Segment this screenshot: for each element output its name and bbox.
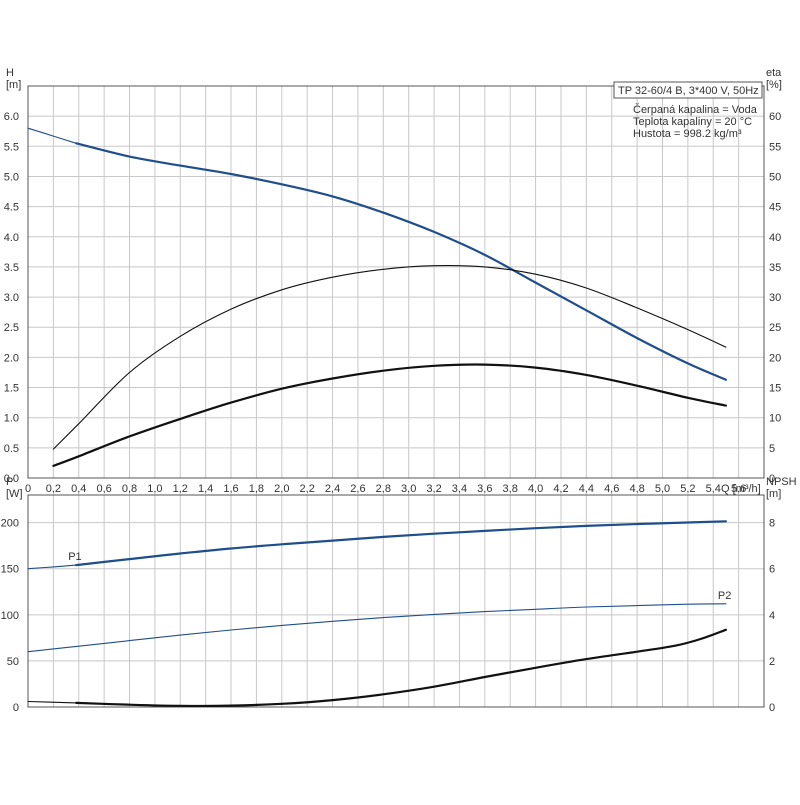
top-x-tick-label-9: 1,8 bbox=[249, 483, 264, 495]
top-y-right-tick-label-1: 5 bbox=[769, 443, 775, 455]
top-series-line-1 bbox=[75, 142, 727, 381]
top-x-tick-label-16: 3,2 bbox=[426, 483, 441, 495]
top-x-tick-label-24: 4,8 bbox=[629, 483, 644, 495]
top-y-left-tick-label-11: 5.5 bbox=[4, 141, 19, 153]
top-y-right-tick-label-11: 55 bbox=[769, 141, 781, 153]
top-x-tick-label-11: 2,2 bbox=[300, 483, 315, 495]
bottom-y-left-tick-label-3: 150 bbox=[1, 564, 19, 576]
top-y-right-tick-label-2: 10 bbox=[769, 413, 781, 425]
bottom-y-left-tick-label-4: 200 bbox=[1, 518, 19, 530]
bottom-y-right-tick-label-3: 6 bbox=[769, 564, 775, 576]
top-y-right-tick-label-4: 20 bbox=[769, 352, 781, 364]
top-x-tick-label-19: 3,8 bbox=[503, 483, 518, 495]
top-y-left-tick-label-6: 3.0 bbox=[4, 292, 19, 304]
top-x-tick-label-26: 5,2 bbox=[680, 483, 695, 495]
bottom-y-left-unit: [W] bbox=[6, 488, 23, 500]
top-series-line-0 bbox=[27, 127, 77, 144]
bottom-y-left-tick-label-1: 50 bbox=[7, 656, 19, 668]
bottom-series-line-1 bbox=[75, 520, 727, 567]
top-x-tick-label-20: 4,0 bbox=[528, 483, 543, 495]
top-x-tick-label-13: 2,6 bbox=[350, 483, 365, 495]
bottom-frame bbox=[27, 494, 765, 708]
top-x-tick-label-23: 4,6 bbox=[604, 483, 619, 495]
top-y-left-tick-label-4: 2.0 bbox=[4, 352, 19, 364]
top-x-tick-label-1: 0,2 bbox=[46, 483, 61, 495]
top-x-tick-label-18: 3,6 bbox=[477, 483, 492, 495]
top-y-left-tick-label-12: 6.0 bbox=[4, 111, 19, 123]
info-title-box bbox=[613, 81, 763, 99]
top-y-right-tick-label-12: 60 bbox=[769, 111, 781, 123]
top-y-left-tick-label-2: 1.0 bbox=[4, 413, 19, 425]
bottom-y-left-label: P bbox=[6, 476, 13, 488]
top-y-left-tick-label-5: 2.5 bbox=[4, 322, 19, 334]
top-x-tick-label-10: 2,0 bbox=[274, 483, 289, 495]
top-y-left-tick-label-1: 0.5 bbox=[4, 443, 19, 455]
bottom-series-line-3 bbox=[27, 700, 77, 704]
info-line-2: Hustota = 998.2 kg/m³ bbox=[633, 128, 742, 140]
bottom-y-right-tick-label-0: 0 bbox=[769, 702, 775, 714]
top-y-right-unit: [%] bbox=[766, 79, 782, 91]
top-x-axis-label: Q [m³/h] bbox=[721, 483, 761, 495]
top-y-right-tick-label-6: 30 bbox=[769, 292, 781, 304]
top-frame bbox=[27, 85, 765, 479]
top-y-right-tick-label-5: 25 bbox=[769, 322, 781, 334]
top-x-tick-label-15: 3,0 bbox=[401, 483, 416, 495]
top-x-tick-label-0: 0 bbox=[25, 483, 31, 495]
top-x-tick-label-12: 2,4 bbox=[325, 483, 340, 495]
bottom-series-line-0 bbox=[27, 564, 77, 570]
bottom-y-left-tick-label-0: 0 bbox=[13, 702, 19, 714]
top-x-tick-label-27: 5,4 bbox=[706, 483, 721, 495]
bottom-series-line-4 bbox=[75, 628, 727, 708]
top-x-tick-label-6: 1,2 bbox=[173, 483, 188, 495]
top-x-tick-label-28: 5,6 bbox=[731, 483, 746, 495]
top-x-tick-label-22: 4,4 bbox=[579, 483, 594, 495]
top-y-left-tick-label-0: 0.0 bbox=[4, 473, 19, 485]
top-series-line-2 bbox=[52, 264, 727, 450]
bottom-y-right-unit: [m] bbox=[766, 488, 781, 500]
info-line-1: Teplota kapaliny = 20 °C bbox=[633, 116, 752, 128]
top-y-right-tick-label-10: 50 bbox=[769, 171, 781, 183]
top-x-tick-label-14: 2,8 bbox=[376, 483, 391, 495]
top-y-left-tick-label-10: 5.0 bbox=[4, 171, 19, 183]
bottom-series-label-0: P1 bbox=[68, 551, 81, 563]
top-x-tick-label-5: 1,0 bbox=[147, 483, 162, 495]
bottom-y-right-tick-label-1: 2 bbox=[769, 656, 775, 668]
top-y-right-tick-label-7: 35 bbox=[769, 262, 781, 274]
top-x-tick-label-3: 0,6 bbox=[96, 483, 111, 495]
top-y-right-tick-label-0: 0 bbox=[769, 473, 775, 485]
top-y-left-label: H bbox=[6, 67, 14, 79]
top-y-left-tick-label-7: 3.5 bbox=[4, 262, 19, 274]
top-x-tick-label-21: 4,2 bbox=[553, 483, 568, 495]
bottom-series-label-2: P2 bbox=[718, 590, 731, 602]
top-x-tick-label-8: 1,6 bbox=[223, 483, 238, 495]
bottom-y-right-label: NPSH bbox=[766, 476, 797, 488]
top-y-right-label: eta bbox=[766, 67, 782, 79]
top-y-right-tick-label-9: 45 bbox=[769, 202, 781, 214]
info-title: TP 32-60/4 B, 3*400 V, 50Hz bbox=[618, 85, 759, 97]
bottom-y-right-tick-label-4: 8 bbox=[769, 518, 775, 530]
top-x-tick-label-17: 3,4 bbox=[452, 483, 467, 495]
top-series-line-3 bbox=[52, 363, 727, 467]
bottom-y-left-tick-label-2: 100 bbox=[1, 610, 19, 622]
top-y-right-tick-label-8: 40 bbox=[769, 232, 781, 244]
top-y-right-tick-label-3: 15 bbox=[769, 383, 781, 395]
top-x-tick-label-7: 1,4 bbox=[198, 483, 213, 495]
top-y-left-unit: [m] bbox=[6, 79, 21, 91]
top-y-left-tick-label-3: 1.5 bbox=[4, 383, 19, 395]
bottom-series-line-2 bbox=[27, 603, 727, 653]
info-line-0: Čerpaná kapalina = Voda bbox=[633, 103, 758, 116]
bottom-y-right-tick-label-2: 4 bbox=[769, 610, 775, 622]
top-y-left-tick-label-9: 4.5 bbox=[4, 202, 19, 214]
top-x-tick-label-25: 5,0 bbox=[655, 483, 670, 495]
top-x-tick-label-2: 0,4 bbox=[71, 483, 86, 495]
top-x-tick-label-4: 0,8 bbox=[122, 483, 137, 495]
top-y-left-tick-label-8: 4.0 bbox=[4, 232, 19, 244]
